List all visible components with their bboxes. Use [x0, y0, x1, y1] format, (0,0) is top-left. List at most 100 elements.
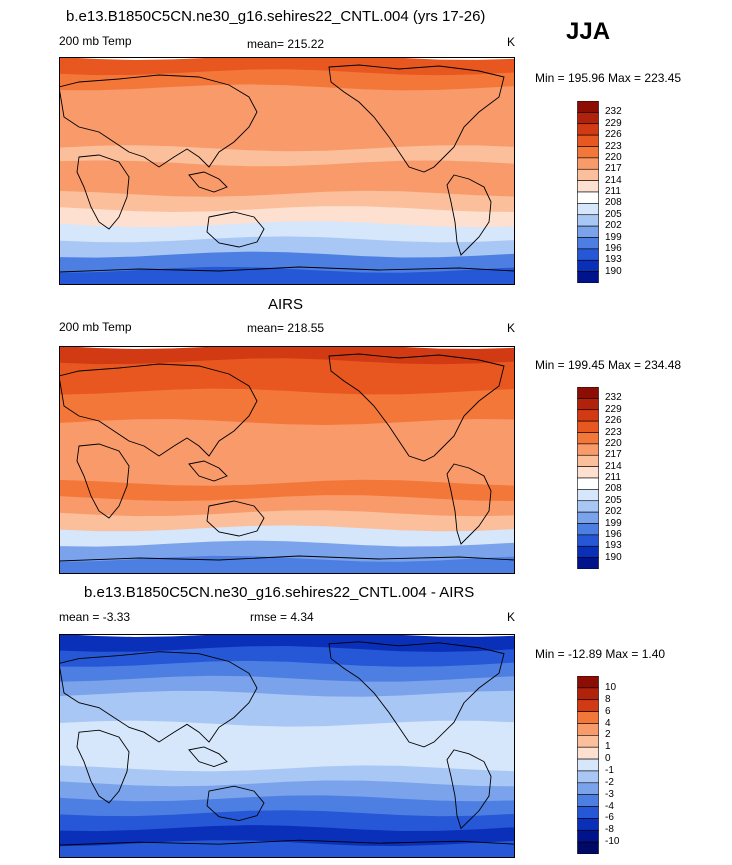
panel-3-units: K	[507, 610, 516, 624]
colorbar-tick-label: -3	[605, 788, 614, 800]
colorbar-swatch	[577, 557, 599, 569]
colorbar-tick-label: 226	[605, 415, 622, 427]
map-frame	[59, 634, 515, 858]
map-contour-band	[59, 236, 515, 259]
colorbar-tick-label: 226	[605, 129, 622, 141]
colorbar-tick-label: 211	[605, 472, 621, 483]
coastline	[77, 444, 129, 518]
colorbar-swatch	[577, 248, 599, 261]
colorbar-swatch	[577, 259, 599, 272]
colorbar-swatch	[577, 723, 599, 736]
coastline	[447, 464, 491, 544]
colorbar-tick-label: 1	[605, 741, 611, 753]
map-contour-band	[59, 525, 515, 548]
panel-2-mean-label: mean= 218.55	[247, 321, 325, 335]
colorbar-swatch	[577, 735, 599, 748]
coastline	[77, 730, 129, 803]
map-contour-band	[59, 346, 515, 366]
map-contour-band	[59, 221, 515, 244]
colorbar-tick-label: 208	[605, 483, 622, 495]
colorbar-tick-label: -4	[605, 800, 614, 812]
coastline	[77, 155, 129, 229]
colorbar-swatch	[577, 387, 599, 399]
colorbar-swatch	[577, 545, 599, 558]
panel-2-units: K	[507, 321, 516, 335]
colorbar-swatch	[577, 225, 599, 238]
colorbar-tick-label: 223	[605, 426, 622, 438]
colorbar-tick-label: 229	[605, 403, 622, 415]
colorbar-tick-label: 214	[605, 174, 622, 186]
colorbar-swatch	[577, 534, 599, 547]
colorbar-swatch	[577, 409, 599, 422]
map-contour-band	[59, 555, 515, 574]
panel-2-colorbar	[577, 387, 599, 569]
colorbar-tick-label: 208	[605, 197, 622, 209]
colorbar-swatch	[577, 818, 599, 831]
colorbar-tick-label: 10	[605, 681, 617, 693]
coastline	[59, 840, 515, 845]
coastline	[59, 267, 515, 272]
colorbar-tick-label: -8	[605, 824, 614, 836]
panel-1-colorbar	[577, 101, 599, 283]
coastline	[59, 652, 257, 742]
colorbar-swatch	[577, 676, 599, 689]
season-label: JJA	[566, 18, 611, 45]
coastline-outlines	[59, 642, 515, 845]
panel-3-map	[59, 634, 515, 858]
colorbar-swatch	[577, 500, 599, 513]
colorbar-tick-label: 220	[605, 437, 622, 449]
map-contour-band	[59, 840, 515, 858]
map-contour-band	[59, 634, 515, 653]
colorbar-tick-label: 190	[605, 265, 622, 277]
map-contour-band	[59, 810, 515, 833]
colorbar-swatch	[577, 758, 599, 772]
map-contour-band	[59, 795, 515, 818]
coastline	[329, 642, 504, 747]
colorbar-swatch	[577, 180, 599, 193]
colorbar-swatch	[577, 770, 599, 784]
colorbar-swatch	[577, 237, 599, 250]
panel-1-colorbar-labels: 232 229 226 223 220 217 214 211 208 205 202 199 196 1…	[605, 101, 635, 283]
map-contour-band	[59, 495, 515, 518]
colorbar-tick-label: 8	[605, 693, 611, 705]
colorbar-tick-label: -10	[605, 836, 620, 848]
panel-3-minmax: Min = -12.89 Max = 1.40	[535, 647, 666, 661]
coastline	[59, 75, 257, 167]
colorbar-swatch	[577, 782, 599, 795]
panel-2-title: AIRS	[268, 296, 304, 313]
colorbar-tick-label: 217	[605, 163, 622, 175]
panel-3-rmse-label: rmse = 4.34	[250, 610, 314, 624]
map-contour-band	[59, 69, 515, 92]
colorbar-swatch	[577, 101, 599, 113]
panel-2-minmax: Min = 199.45 Max = 234.48	[535, 358, 682, 372]
colorbar-swatch	[577, 134, 599, 147]
colorbar-tick-label: 232	[605, 392, 622, 404]
colorbar-swatch	[577, 146, 599, 159]
map-frame	[59, 57, 515, 285]
colorbar-tick-label: 4	[605, 717, 611, 729]
colorbar-tick-label: 220	[605, 151, 622, 163]
map-contour-band	[59, 646, 515, 668]
panel-2-colorbar-labels: 232 229 226 223 220 217 214 211 208 205 202 199 196 1…	[605, 387, 635, 569]
map-contour-band	[59, 510, 515, 533]
coastline	[59, 556, 515, 561]
coastline	[189, 461, 227, 481]
colorbar-tick-label: 223	[605, 140, 622, 152]
colorbar-swatch	[577, 523, 599, 536]
panel-1-map	[59, 57, 515, 285]
colorbar-tick-label: 232	[605, 106, 622, 118]
colorbar-tick-label: -2	[605, 776, 614, 788]
panel-1-mean-label: mean= 215.22	[247, 37, 325, 51]
coastline-outlines	[59, 354, 515, 561]
map-frame	[59, 346, 515, 574]
colorbar-swatch	[577, 420, 599, 433]
colorbar-swatch	[577, 806, 599, 819]
colorbar-swatch	[577, 829, 599, 843]
coastline	[189, 172, 227, 192]
colorbar-tick-label: 193	[605, 254, 622, 266]
panel-3-colorbar-labels: 10 8 6 4 2 1 0 -1 -2 -3 -4 -6 -8 -10	[605, 676, 635, 854]
colorbar-tick-label: 0	[605, 753, 611, 765]
colorbar-swatch	[577, 271, 599, 283]
colorbar-swatch	[577, 123, 599, 136]
map-contour-band	[59, 765, 515, 788]
